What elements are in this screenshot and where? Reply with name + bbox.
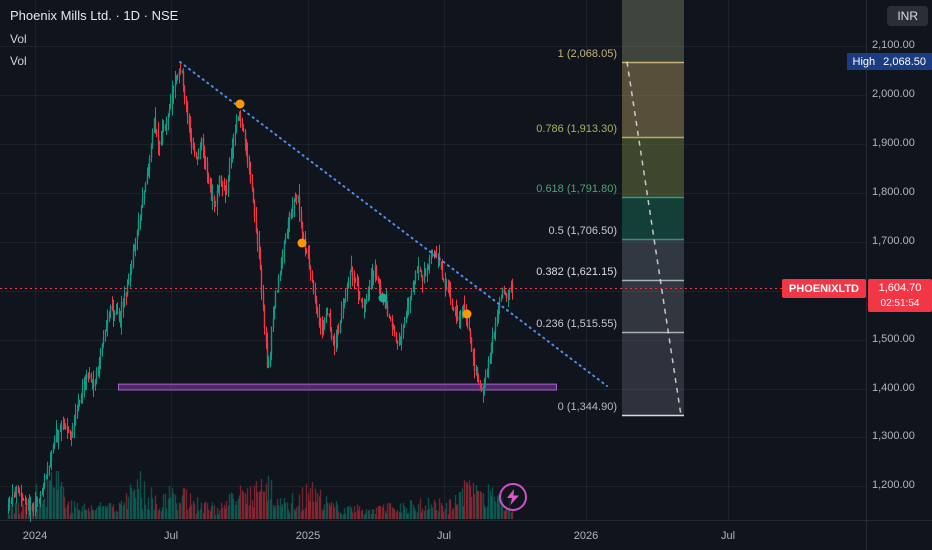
time-axis-label: 2025 <box>295 530 321 542</box>
lightning-icon <box>507 489 519 505</box>
symbol-price-label: PHOENIXLTD <box>781 279 866 299</box>
price-axis-label: 1,200.00 <box>872 479 915 492</box>
time-axis-label: Jul <box>436 530 452 542</box>
price-axis-label: 1,800.00 <box>872 185 915 198</box>
currency-toggle-button[interactable]: INR <box>887 6 928 26</box>
time-axis-label: Jul <box>163 530 179 542</box>
volume-indicator-label-2[interactable]: Vol <box>10 54 27 68</box>
time-axis-label: Jul <box>720 530 736 542</box>
quick-action-button[interactable] <box>499 483 527 511</box>
fib-level-label: 0.5 (1,706.50) <box>548 224 618 237</box>
high-badge-label: High <box>852 55 876 68</box>
price-axis-label: 2,000.00 <box>872 87 915 100</box>
price-axis-label: 1,300.00 <box>872 430 915 443</box>
high-price-badge: High 2,068.50 <box>846 53 932 71</box>
last-price-badge: 1,604.70 02:51:54 <box>868 279 932 313</box>
price-axis-label: 1,400.00 <box>872 381 915 394</box>
last-price-value: 1,604.70 <box>878 282 922 295</box>
price-axis-label: 1,900.00 <box>872 136 915 149</box>
price-axis-label: 1,700.00 <box>872 234 915 247</box>
fib-level-label: 0.382 (1,621.15) <box>536 266 617 279</box>
fib-level-label: 0 (1,344.90) <box>557 401 617 414</box>
time-axis-label: 2026 <box>573 530 599 542</box>
price-axis-label: 1,500.00 <box>872 332 915 345</box>
fib-level-label: 0.236 (1,515.55) <box>536 318 617 331</box>
bar-countdown: 02:51:54 <box>880 298 920 310</box>
fib-level-label: 1 (2,068.05) <box>557 47 617 60</box>
price-axis-label: 2,100.00 <box>872 39 915 51</box>
fib-level-label: 0.618 (1,791.80) <box>536 183 617 196</box>
high-badge-value: 2,068.50 <box>883 55 926 68</box>
time-axis-label: 2024 <box>22 530 48 542</box>
symbol-title[interactable]: Phoenix Mills Ltd. · 1D · NSE <box>10 8 179 23</box>
volume-indicator-label[interactable]: Vol <box>10 32 27 46</box>
fib-level-label: 0.786 (1,913.30) <box>536 123 617 136</box>
